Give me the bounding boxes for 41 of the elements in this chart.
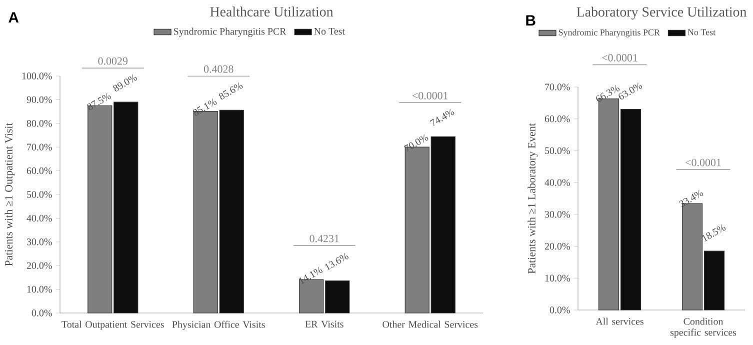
- text: A: [8, 12, 19, 22]
- y-tick-label: 90.0%: [26, 96, 52, 104]
- y-tick-label: 30.0%: [544, 211, 570, 218]
- y-tick-label: 60.0%: [26, 167, 52, 174]
- y-tick-label: 20.0%: [26, 262, 52, 269]
- y-axis-title: Patients with ≥1 Outpatient Visit: [4, 122, 15, 266]
- y-tick-label: 10.0%: [27, 286, 52, 293]
- y-tick-label: 20.0%: [544, 242, 570, 250]
- chart-title: Laboratory Service Utilization: [576, 6, 747, 20]
- text: 0.4028: [204, 65, 234, 73]
- y-tick-label: 100.0%: [22, 72, 52, 80]
- annotation: <0.0001: [412, 92, 448, 100]
- x-tick-label: Total Outpatient Services: [62, 320, 164, 330]
- text: B: [526, 15, 536, 26]
- y-tick-label: 60.0%: [544, 115, 570, 122]
- x-tick-label: All services: [596, 318, 644, 325]
- legend-label: Syndromic Pharyngitis PCR: [558, 29, 660, 38]
- annotation: <0.0001: [686, 158, 721, 166]
- y-tick-label: 40.0%: [26, 214, 52, 222]
- x-tick-label: Other Medical Services: [382, 320, 478, 328]
- legend-label: No Test: [314, 28, 345, 35]
- legend-label: No Test: [688, 29, 716, 36]
- y-tick-label: 50.0%: [545, 147, 570, 154]
- y-tick-label: 80.0%: [26, 120, 52, 127]
- y-axis-title: Patients with ≥1 Laboratory Event: [528, 123, 538, 274]
- chart-title: Healthcare Utilization: [210, 6, 334, 17]
- text: <0.0001: [602, 54, 638, 62]
- text: 0.0029: [98, 57, 128, 65]
- x-tick-label: Physician Office Visits: [172, 320, 265, 330]
- annotation: 0.4231: [310, 234, 339, 242]
- y-tick-label: 50.0%: [27, 191, 52, 198]
- y-tick-label: 0.0%: [32, 310, 52, 316]
- legend-label: Syndromic Pharyngitis PCR: [174, 28, 286, 37]
- y-tick-label: 0.0%: [550, 306, 570, 314]
- y-tick-label: 30.0%: [26, 238, 52, 246]
- x-tick-label: Condition specific services: [670, 318, 736, 338]
- y-tick-label: 70.0%: [27, 144, 52, 150]
- y-tick-label: 70.0%: [545, 84, 570, 90]
- y-tick-label: 40.0%: [544, 179, 570, 186]
- y-tick-label: 10.0%: [545, 274, 570, 282]
- x-tick-label: ER Visits: [305, 320, 344, 328]
